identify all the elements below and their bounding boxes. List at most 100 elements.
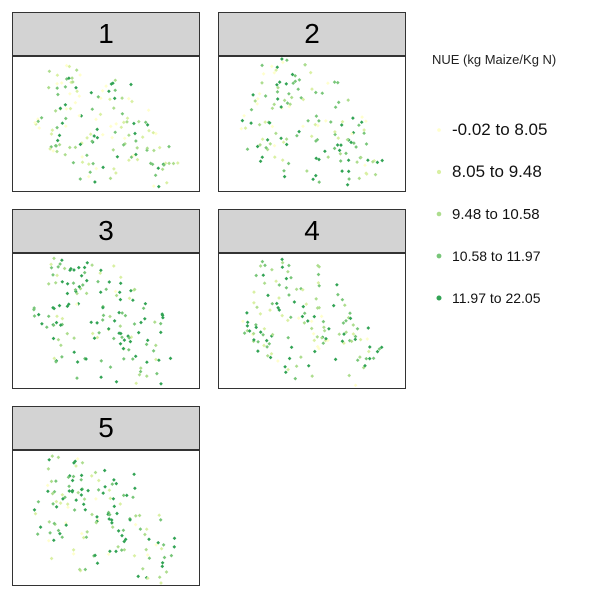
site-point [71,281,76,285]
site-point [153,343,158,348]
facet-strip-label: 3 [12,209,200,253]
site-point [46,538,51,543]
site-point [296,87,301,92]
site-point [282,174,287,179]
site-point [101,165,105,170]
site-point [288,102,293,107]
site-point [37,126,42,130]
site-point [351,332,356,336]
site-point [287,91,291,96]
site-point [154,543,159,547]
site-point [160,564,165,569]
site-point [321,319,326,324]
site-point [133,486,137,491]
site-point [95,135,100,140]
site-point [317,283,322,288]
site-point [96,279,100,284]
site-point [96,95,101,99]
site-point [340,297,345,302]
site-point [124,493,129,498]
site-point [295,133,299,138]
site-point [44,325,49,330]
site-point [136,574,141,579]
site-point [359,155,363,160]
site-point [371,356,376,361]
site-point [249,107,254,112]
site-point [340,169,344,173]
site-point [99,375,103,380]
site-point [118,297,123,302]
site-point [284,82,289,86]
site-point [114,171,118,175]
site-point [270,106,275,111]
legend-key [432,249,446,263]
site-point [373,172,378,177]
site-point [97,330,101,335]
site-point [289,345,294,350]
site-point [366,349,371,354]
site-point [93,553,97,558]
site-point [355,326,360,331]
site-point [155,371,159,376]
site-point [341,321,346,325]
site-point [76,265,81,270]
site-point [333,357,338,362]
site-point [114,481,119,486]
scatter-map [241,257,384,388]
site-point [89,474,94,478]
site-point [314,297,319,301]
site-point [134,381,139,386]
site-point [243,126,248,130]
site-point [261,72,266,76]
site-point [55,273,59,278]
site-point [118,324,123,328]
site-point [98,112,103,117]
site-point [112,319,117,323]
site-point [167,144,171,149]
site-point [147,556,152,561]
site-point [54,499,59,504]
site-point [122,338,127,342]
site-point [64,63,69,68]
site-point [71,160,76,165]
site-point [359,120,364,125]
site-point [82,497,87,501]
site-point [74,498,79,502]
site-point [88,132,93,137]
site-point [353,334,358,339]
site-point [111,106,116,110]
site-point [96,478,101,483]
site-point [133,131,137,136]
site-point [263,263,267,268]
legend-marker [436,253,442,259]
site-point [112,96,117,101]
site-point [115,511,119,516]
site-point [67,64,72,69]
site-point [251,93,255,97]
site-point [161,315,165,320]
site-point [302,311,307,316]
site-point [67,145,72,150]
site-point [260,259,265,264]
site-point [86,174,91,179]
site-point [157,358,161,363]
site-point [100,318,105,322]
site-point [286,269,290,274]
site-point [357,123,361,128]
site-point [284,142,289,147]
site-point [283,370,288,375]
site-point [104,84,108,88]
site-point [239,126,244,131]
site-point [75,457,80,461]
site-point [54,359,58,364]
site-point [46,489,50,494]
site-point [114,379,119,384]
site-point [143,120,148,125]
site-point [152,148,156,153]
site-point [59,81,64,85]
site-point [377,347,382,351]
site-point [126,347,131,352]
site-point [70,489,75,494]
scatter-map [33,63,180,189]
site-point [91,161,95,166]
